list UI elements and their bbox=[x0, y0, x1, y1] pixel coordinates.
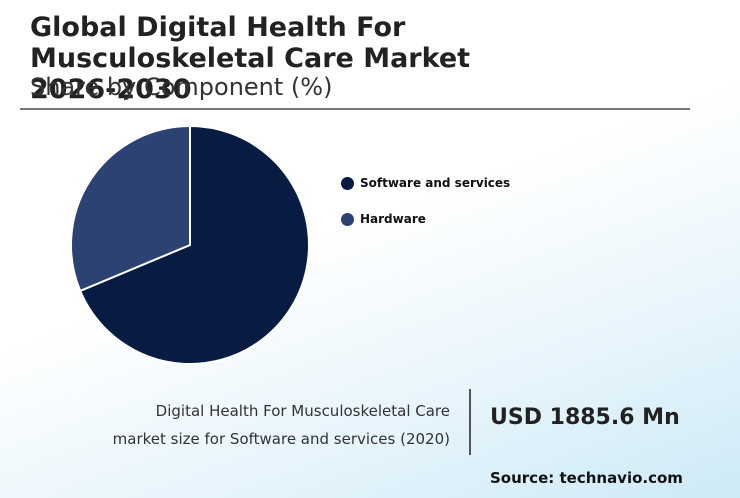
market-size-description: Digital Health For Musculoskeletal Care … bbox=[30, 397, 450, 453]
legend-swatch-hardware bbox=[341, 212, 354, 226]
legend-label: Software and services bbox=[360, 176, 511, 190]
market-size-line-1: Digital Health For Musculoskeletal Care bbox=[155, 402, 450, 420]
chart-subtitle: Share by Component (%) bbox=[30, 73, 333, 101]
source-credit: Source: technavio.com bbox=[490, 469, 683, 487]
page-title: Global Digital Health For Musculoskeleta… bbox=[30, 12, 471, 105]
market-size-value: USD 1885.6 Mn bbox=[490, 405, 680, 430]
legend-swatch-software-and-services bbox=[341, 176, 354, 190]
pie-slice-hardware bbox=[70, 124, 191, 293]
legend-label: Hardware bbox=[360, 212, 426, 226]
legend-item-software-and-services: Software and services bbox=[341, 174, 510, 192]
market-size-line-2: market size for Software and services (2… bbox=[112, 430, 450, 448]
pie-slice-software-and-services bbox=[78, 124, 310, 365]
vertical-separator bbox=[469, 389, 471, 455]
title-divider bbox=[20, 108, 690, 110]
chart-legend: Software and services Hardware bbox=[341, 174, 510, 246]
legend-item-hardware: Hardware bbox=[341, 210, 510, 228]
